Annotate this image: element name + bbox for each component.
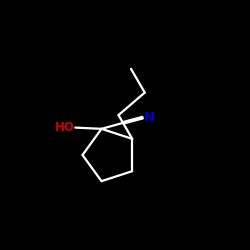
Text: N: N <box>144 111 155 124</box>
Text: HO: HO <box>55 121 75 134</box>
